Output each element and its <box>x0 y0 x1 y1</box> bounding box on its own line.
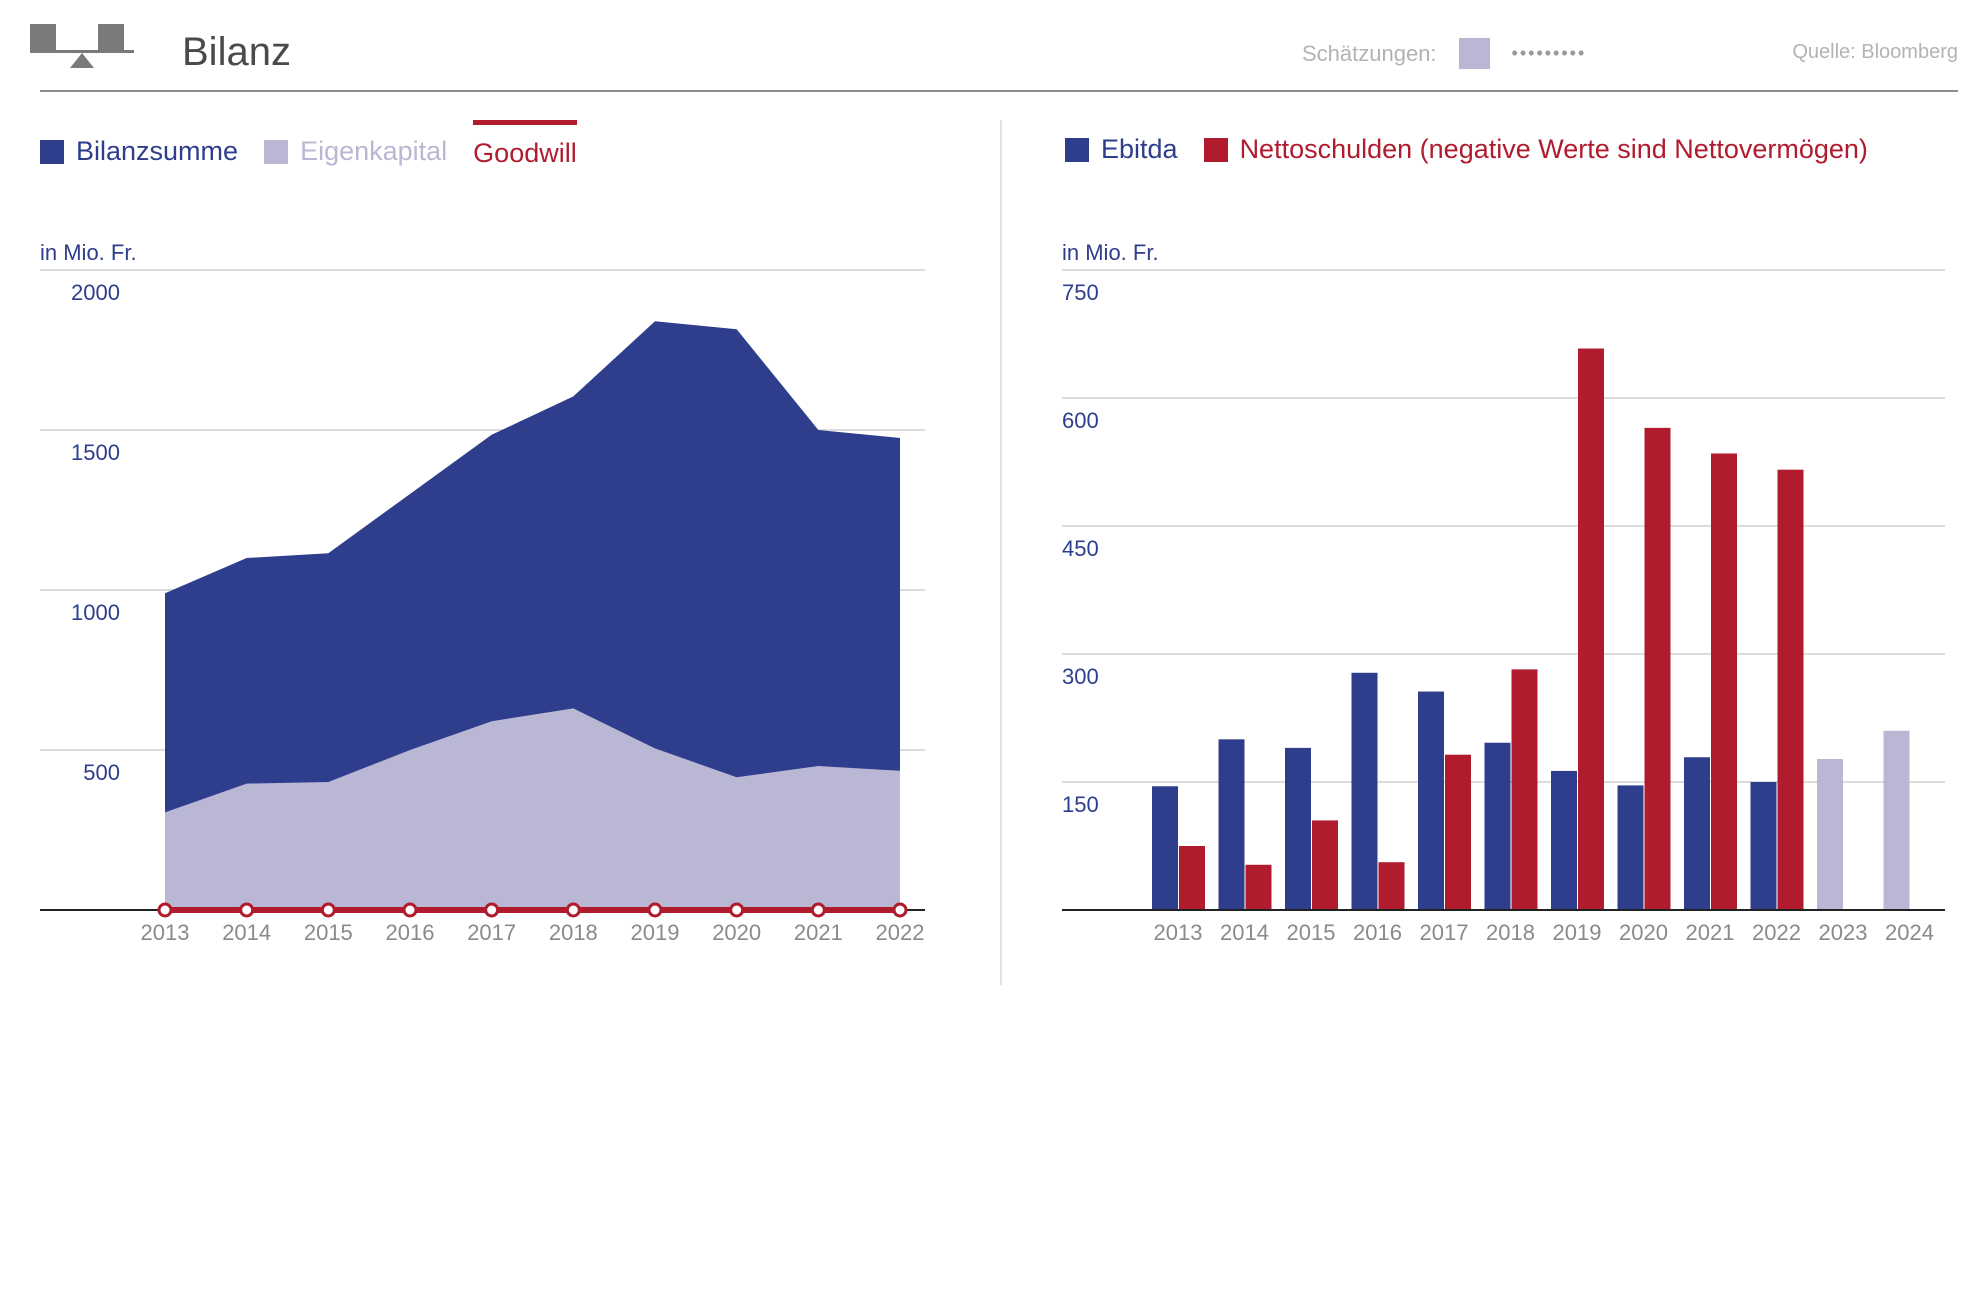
goodwill-point-2013 <box>157 902 173 918</box>
bar-nettoschulden-2022 <box>1777 469 1804 910</box>
bar-nettoschulden-2014 <box>1245 864 1272 910</box>
bar-ebitda-2014 <box>1218 739 1245 910</box>
x-tick-label: 2014 <box>1220 920 1269 945</box>
balance-sheet-area-chart: in Mio. Fr. 500 1000 1500 2000 2013 2014 2015 20… <box>40 240 925 945</box>
bar-ebitda-2022 <box>1750 782 1777 910</box>
goodwill-point-2021 <box>810 902 826 918</box>
legend-swatch-eigenkapital <box>264 139 289 164</box>
x-tick-label: 2021 <box>1686 920 1735 945</box>
bar-ebitda-2016 <box>1351 672 1378 910</box>
panel-divider <box>1000 120 1002 985</box>
y-axis-title: in Mio. Fr. <box>40 240 137 265</box>
x-tick-label: 2013 <box>1154 920 1203 945</box>
goodwill-point-2017 <box>484 902 500 918</box>
legend-item-ebitda[interactable]: Ebitda <box>1065 134 1178 165</box>
legend-item-nettoschulden[interactable]: Nettoschulden (negative Werte sind Netto… <box>1203 134 1868 165</box>
right-chart-legend: Ebitda Nettoschulden (negative Werte sin… <box>1065 134 1894 165</box>
header-divider <box>40 90 1958 92</box>
area-eigenkapital <box>165 708 900 910</box>
goodwill-point-2016 <box>402 902 418 918</box>
legend-swatch-goodwill <box>473 120 577 125</box>
bar-ebitda-2021 <box>1684 757 1710 910</box>
x-tick-label: 2020 <box>1619 920 1668 945</box>
x-tick-label: 2015 <box>1287 920 1336 945</box>
x-tick-label: 2017 <box>1420 920 1469 945</box>
y-tick-label: 1500 <box>71 440 120 465</box>
legend-label-nettoschulden: Nettoschulden (negative Werte sind Netto… <box>1239 134 1868 164</box>
goodwill-point-2014 <box>239 902 255 918</box>
x-tick-label: 2017 <box>467 920 516 945</box>
bar-nettoschulden-2018 <box>1511 669 1538 910</box>
legend-item-goodwill[interactable]: Goodwill <box>473 120 577 169</box>
goodwill-point-2019 <box>647 902 663 918</box>
x-tick-label: 2024 <box>1885 920 1934 945</box>
bar-nettoschulden-2016 <box>1378 862 1405 910</box>
x-tick-label: 2019 <box>1553 920 1602 945</box>
x-tick-label: 2014 <box>222 920 271 945</box>
legend-swatch-ebitda <box>1065 137 1089 162</box>
x-tick-label: 2015 <box>304 920 353 945</box>
estimate-line-swatch: ••••••••• <box>1511 43 1587 63</box>
source-note: Quelle: Bloomberg <box>1792 41 1958 63</box>
x-tick-label: 2022 <box>876 920 925 945</box>
goodwill-point-2020 <box>729 902 745 918</box>
y-tick-label: 500 <box>83 760 120 785</box>
x-tick-label: 2019 <box>631 920 680 945</box>
y-tick-label: 450 <box>1062 536 1099 561</box>
y-tick-label: 600 <box>1062 408 1099 433</box>
bar-ebitda-2024 <box>1883 730 1910 910</box>
legend-swatch-nettoschulden <box>1203 137 1228 162</box>
bar-nettoschulden-2013 <box>1179 846 1205 910</box>
goodwill-point-2022 <box>892 902 908 918</box>
bar-ebitda-2015 <box>1285 747 1311 910</box>
legend-item-eigenkapital[interactable]: Eigenkapital <box>264 136 447 167</box>
y-tick-label: 150 <box>1062 792 1099 817</box>
x-tick-label: 2016 <box>386 920 435 945</box>
x-tick-label: 2016 <box>1353 920 1402 945</box>
x-tick-label: 2013 <box>141 920 190 945</box>
balance-scale-icon <box>30 24 134 68</box>
page-title: Bilanz <box>182 30 291 74</box>
estimate-bar-swatch <box>1458 38 1490 69</box>
legend-label-goodwill: Goodwill <box>473 138 577 168</box>
bar-ebitda-2018 <box>1484 742 1511 910</box>
x-tick-label: 2018 <box>1486 920 1535 945</box>
bar-ebitda-2020 <box>1617 785 1644 910</box>
x-tick-label: 2021 <box>794 920 843 945</box>
goodwill-point-2018 <box>565 902 581 918</box>
bar-ebitda-2019 <box>1551 770 1577 910</box>
y-axis-title: in Mio. Fr. <box>1062 240 1159 265</box>
estimates-legend: Schätzungen: ••••••••• <box>1302 38 1586 69</box>
bar-nettoschulden-2021 <box>1711 453 1737 910</box>
bar-ebitda-2017 <box>1418 691 1444 910</box>
bar-ebitda-2013 <box>1152 786 1178 910</box>
bar-nettoschulden-2015 <box>1312 820 1338 910</box>
left-chart-legend: Bilanzsumme Eigenkapital Goodwill <box>40 120 603 169</box>
legend-label-eigenkapital: Eigenkapital <box>300 136 448 166</box>
bar-ebitda-2023 <box>1817 758 1843 910</box>
y-tick-label: 1000 <box>71 600 120 625</box>
bar-nettoschulden-2019 <box>1578 348 1604 910</box>
area-bilanzsumme <box>165 321 900 910</box>
legend-label-bilanzsumme: Bilanzsumme <box>76 136 239 166</box>
bar-nettoschulden-2020 <box>1644 427 1671 910</box>
x-tick-label: 2022 <box>1752 920 1801 945</box>
estimates-label: Schätzungen: <box>1302 40 1437 66</box>
legend-label-ebitda: Ebitda <box>1101 134 1178 164</box>
legend-item-bilanzsumme[interactable]: Bilanzsumme <box>40 136 238 167</box>
y-tick-label: 300 <box>1062 664 1099 689</box>
bar-nettoschulden-2017 <box>1445 754 1471 910</box>
ebitda-netdebt-bar-chart: in Mio. Fr. 150 300 450 600 750 2013 2014 2015 20… <box>1062 240 1945 945</box>
x-tick-label: 2020 <box>712 920 761 945</box>
y-tick-label: 750 <box>1062 280 1099 305</box>
x-tick-label: 2018 <box>549 920 598 945</box>
x-tick-label: 2023 <box>1819 920 1868 945</box>
y-tick-label: 2000 <box>71 280 120 305</box>
legend-swatch-bilanzsumme <box>40 139 64 164</box>
goodwill-point-2015 <box>320 902 336 918</box>
